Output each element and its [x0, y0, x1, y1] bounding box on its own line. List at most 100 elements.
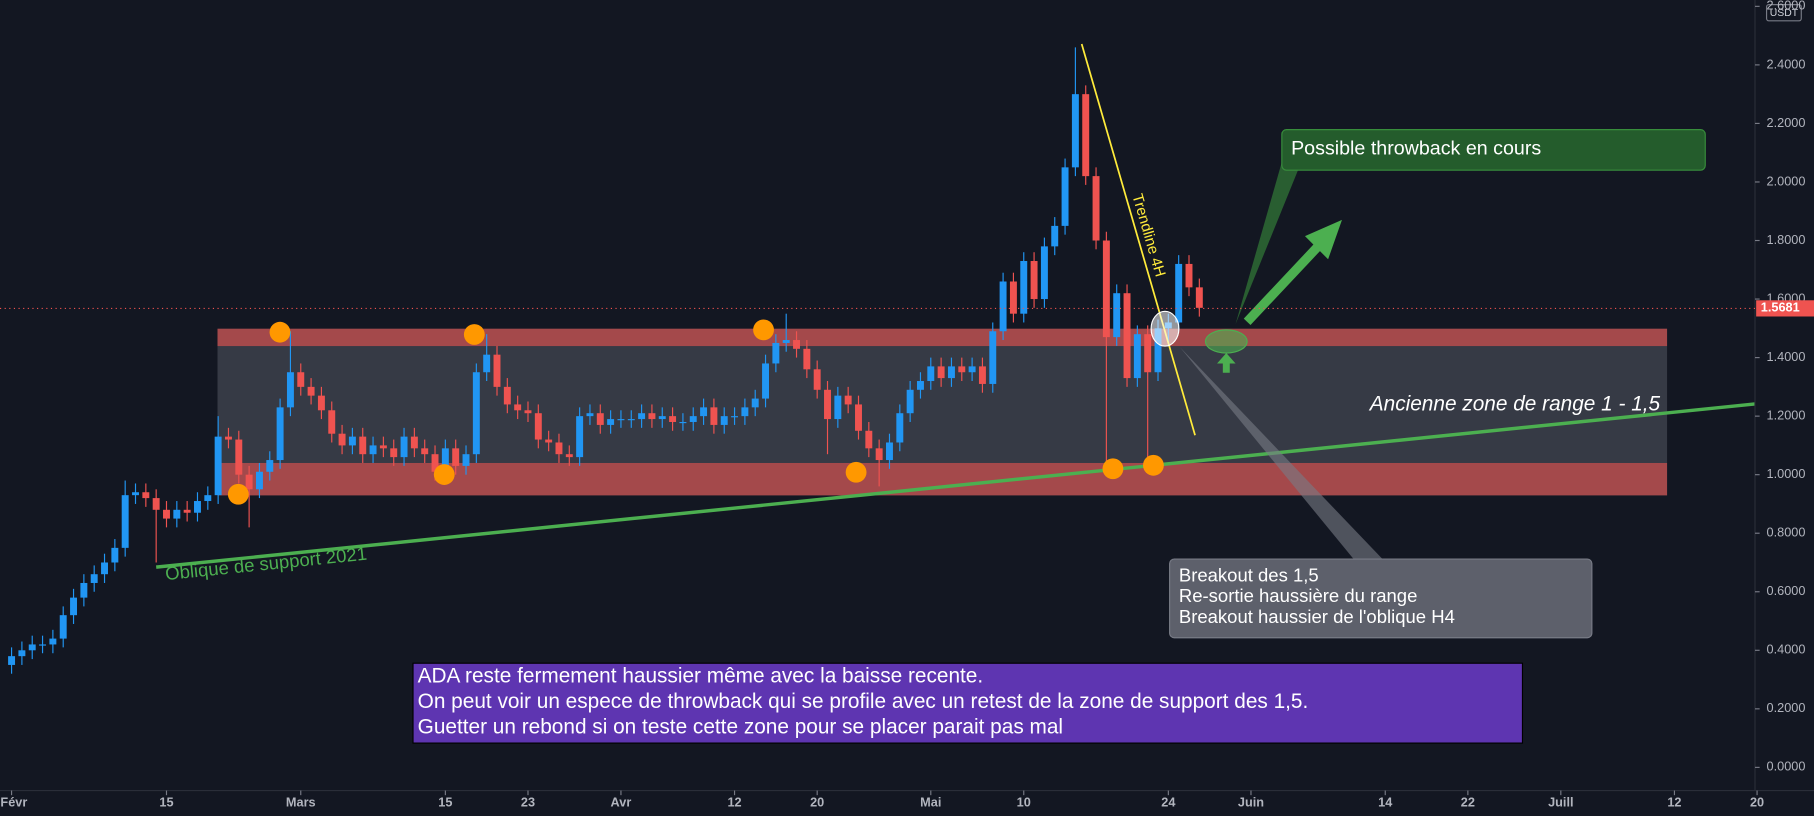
y-tick-label: 2.2000	[1767, 115, 1806, 130]
callout-pointer	[1235, 162, 1299, 325]
candle-body	[173, 509, 181, 519]
candle-body	[607, 419, 615, 425]
candle-body	[989, 331, 997, 384]
candle-body	[224, 436, 232, 440]
candle-body	[772, 342, 780, 364]
candle-body	[731, 416, 739, 418]
last-price-label: 1.5681	[1761, 300, 1800, 315]
candle-body	[400, 436, 408, 458]
candle-body	[1154, 328, 1162, 373]
support-label: Oblique de support 2021	[164, 543, 368, 584]
candle-body	[1051, 225, 1059, 247]
candle-body	[163, 509, 170, 519]
candle-body	[421, 448, 429, 455]
candle-body	[555, 442, 563, 455]
candle-body	[576, 416, 584, 458]
comment-text: Guetter un rebond si on teste cette zone…	[418, 716, 1063, 739]
candle-body	[1175, 263, 1183, 323]
x-tick-label: 12	[727, 795, 741, 810]
candle-body	[1009, 281, 1017, 314]
candle-body	[472, 372, 480, 455]
x-tick-label: 15	[159, 795, 173, 810]
candle-body	[658, 416, 666, 420]
touch-point	[433, 464, 455, 485]
candle-body	[286, 372, 294, 408]
candle-body	[793, 340, 800, 349]
candle-body	[307, 386, 315, 396]
candle-body	[669, 416, 677, 422]
candle-body	[132, 492, 139, 496]
candle-body	[1061, 167, 1069, 226]
candle-body	[59, 615, 67, 639]
touch-point	[1143, 454, 1164, 476]
x-tick-label: 20	[1750, 795, 1764, 810]
candle-body	[782, 340, 790, 343]
y-tick-label: 0.0000	[1767, 759, 1806, 774]
resistance-band	[217, 328, 1668, 347]
candle-body	[565, 454, 573, 458]
support-line	[156, 402, 1756, 569]
candle-body	[751, 398, 759, 408]
candle-body	[1092, 176, 1100, 241]
annotations-layer	[217, 328, 1668, 496]
candle-body	[679, 421, 687, 424]
candle-body	[8, 656, 16, 665]
candle-body	[834, 395, 842, 420]
x-tick-label: Avr	[611, 795, 632, 810]
x-tick-label: Juin	[1238, 795, 1264, 810]
candle-body	[958, 366, 966, 373]
candle-body	[534, 413, 542, 440]
candle-body	[638, 413, 646, 420]
y-tick-label: 0.6000	[1767, 583, 1806, 598]
candle-body	[338, 433, 346, 446]
candle-body	[348, 436, 356, 446]
callout-box	[1281, 129, 1706, 171]
candle-body	[183, 509, 191, 513]
comment-box	[412, 662, 1524, 744]
touch-points	[227, 319, 1164, 505]
trendline	[1080, 43, 1196, 436]
touch-point	[845, 461, 867, 483]
candle-body	[28, 644, 36, 651]
touch-point	[269, 321, 291, 343]
x-tick-label: 10	[1017, 795, 1031, 810]
callout-text: Re-sortie haussière du range	[1179, 585, 1418, 606]
candle-body	[152, 498, 160, 510]
arrow-head	[1304, 219, 1342, 260]
candle-body	[245, 474, 253, 490]
candles	[8, 47, 1203, 674]
candle-body	[266, 460, 274, 472]
candle-body	[627, 419, 635, 421]
candle-body	[462, 454, 470, 466]
candle-body	[689, 416, 697, 422]
y-tick-label: 2.4000	[1767, 56, 1806, 71]
currency: USDT	[1770, 8, 1799, 19]
candle-body	[1082, 94, 1090, 177]
candle-body	[1185, 263, 1193, 288]
candle-body	[204, 495, 212, 502]
candle-body	[906, 389, 914, 414]
candle-body	[379, 445, 387, 449]
candle-body	[968, 366, 976, 373]
candle-body	[896, 413, 904, 443]
candle-body	[214, 436, 222, 496]
candle-body	[276, 407, 284, 461]
x-tick-label: 14	[1378, 795, 1392, 810]
candle-body	[999, 281, 1007, 332]
candle-body	[101, 562, 108, 575]
candle-body	[978, 366, 986, 384]
y-tick-label: 1.0000	[1767, 466, 1806, 481]
candle-body	[710, 407, 718, 425]
callout-pointer	[1180, 347, 1383, 560]
x-tick-label: Mai	[920, 795, 941, 810]
candle-body	[493, 354, 501, 387]
marker	[1150, 310, 1180, 347]
candle-body	[865, 430, 873, 449]
candle-body	[1113, 293, 1121, 338]
candle-body	[452, 448, 460, 466]
candle-body	[1020, 261, 1028, 314]
candle-body	[317, 395, 325, 411]
x-tick-label: 20	[810, 795, 824, 810]
candle-body	[803, 348, 811, 370]
candle-body	[390, 448, 398, 458]
